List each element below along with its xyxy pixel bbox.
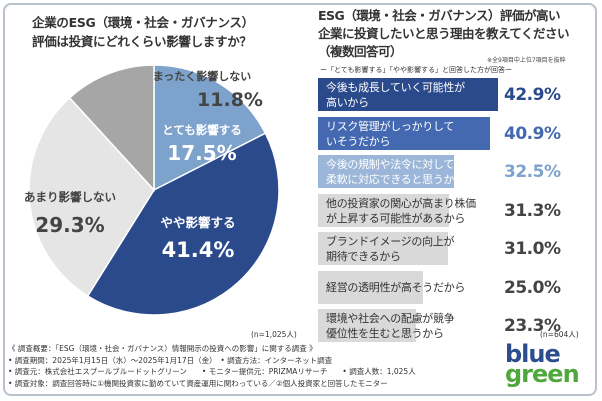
bar-row-5: 経営の透明性が高そうだから	[318, 270, 498, 304]
survey-period: • 調査期間：2025年1月15日（水）～2025年1月17日（金） • 調査方…	[8, 355, 333, 365]
bar-value-4: 31.0%	[504, 239, 561, 259]
bar-label-2: 今後の規制や法令に対しても 柔軟に対応できると思うから	[326, 157, 506, 187]
bar-label-line1-0: 今後も成長していく可能性が	[326, 81, 465, 94]
bar-row-3: 他の投資家の関心が高まり株価 が上昇する可能性があるから	[318, 193, 498, 227]
bar-row-2: 今後の規制や法令に対しても 柔軟に対応できると思うから	[318, 155, 498, 188]
logo-line-green: green	[505, 360, 580, 388]
bar-title-line2: 企業に投資したいと思う理由を教えてください	[318, 26, 570, 41]
bar-value-1: 40.9%	[504, 123, 561, 144]
bar-chart-title: ESG（環境・社会・ガバナンス）評価が高い 企業に投資したいと思う理由を教えてく…	[318, 7, 598, 61]
bar-row-6: 環境や社会への配慮が競争 優位性を生むと思うから	[318, 309, 498, 342]
bar-chart-note: ※全9項目中上位7項目を抜粋	[487, 57, 566, 64]
bar-label-line1-5: 経営の透明性が高そうだから	[326, 280, 466, 294]
bar-label-line2-3: が上昇する可能性があるから	[326, 211, 466, 225]
bar-row-4: ブランドイメージの向上が 期待できるから	[318, 232, 498, 265]
bar-0	[318, 78, 498, 111]
bar-5	[318, 270, 423, 304]
bar-4	[318, 232, 449, 265]
bar-label-line1-1: リスク管理がしっかりして	[326, 119, 455, 133]
bar-title-line3: （複数回答可）	[318, 44, 403, 59]
bar-value-6: 23.3%	[504, 316, 561, 336]
bar-label-line2-6: 優位性を生むと思うから	[326, 327, 444, 340]
bar-label-line2-1: いそうだから	[326, 134, 391, 148]
bar-value-2: 32.5%	[504, 162, 561, 182]
bar-sample-size: (n=604人)	[540, 330, 579, 339]
bar-label-line1-6: 環境や社会への配慮が競争	[326, 312, 455, 325]
bar-label-line2-4: 期待できるから	[326, 250, 401, 263]
bar-3	[318, 193, 450, 227]
bar-title-line1: ESG（環境・社会・ガバナンス）評価が高い	[318, 8, 561, 23]
bar-label-0: 今後も成長していく可能性が 高いから	[326, 80, 506, 110]
bar-label-line1-2: 今後の規制や法令に対しても	[326, 158, 465, 171]
pie-title-line2: 評価は投資にどれくらい影響しますか？	[32, 34, 252, 49]
survey-target: • 調査対象：調査回答時に①機関投資家に勤めていて資産運用に関わっている／②個人…	[8, 378, 388, 388]
survey-overview-title: 《 調査概要：「ESG（環境・社会・ガバナンス）情報開示の投資への影響」に関する…	[8, 344, 317, 353]
bar-label-1: リスク管理がしっかりして いそうだから	[326, 119, 506, 149]
bluegreen-logo: blue green	[505, 340, 585, 388]
bar-value-0: 42.9%	[504, 85, 561, 105]
bar-label-4: ブランドイメージの向上が 期待できるから	[326, 234, 506, 264]
bar-label-line1-3: 他の投資家の関心が高まり株価	[326, 196, 476, 210]
bar-label-line2-2: 柔軟に対応できると思うから	[326, 173, 465, 186]
survey-source: • 調査元：株式会社エスプールブルードットグリーン • モニター提供元：PRIZ…	[8, 367, 416, 376]
pie-title-line1: 企業のESG（環境・社会・ガバナンス）	[32, 15, 254, 30]
bar-label-3: 他の投資家の関心が高まり株価 が上昇する可能性があるから	[326, 196, 506, 226]
bar-value-5: 25.0%	[504, 277, 561, 298]
pie-sample-size: (n=1,025人)	[251, 330, 297, 339]
pie-chart-title: 企業のESG（環境・社会・ガバナンス） 評価は投資にどれくらい影響しますか？	[32, 13, 254, 51]
bar-value-3: 31.3%	[504, 200, 561, 221]
logo-line-blue: blue	[505, 340, 561, 368]
bar-label-5: 経営の透明性が高そうだから	[326, 280, 506, 295]
bar-2	[318, 155, 455, 188]
bar-row-0: 今後も成長していく可能性が 高いから	[318, 78, 498, 111]
bar-label-line2-0: 高いから	[326, 96, 369, 109]
bar-1	[318, 116, 490, 150]
survey-overview: 《 調査概要：「ESG（環境・社会・ガバナンス）情報開示の投資への影響」に関する…	[8, 343, 478, 389]
bar-6	[318, 309, 416, 342]
bar-row-1: リスク管理がしっかりして いそうだから	[318, 116, 498, 150]
bar-label-6: 環境や社会への配慮が競争 優位性を生むと思うから	[326, 311, 506, 341]
bar-label-line1-4: ブランドイメージの向上が	[326, 235, 455, 248]
bar-chart-legend: ー「とても影響する」「やや影響する」と回答した方が回答ー	[320, 66, 512, 74]
